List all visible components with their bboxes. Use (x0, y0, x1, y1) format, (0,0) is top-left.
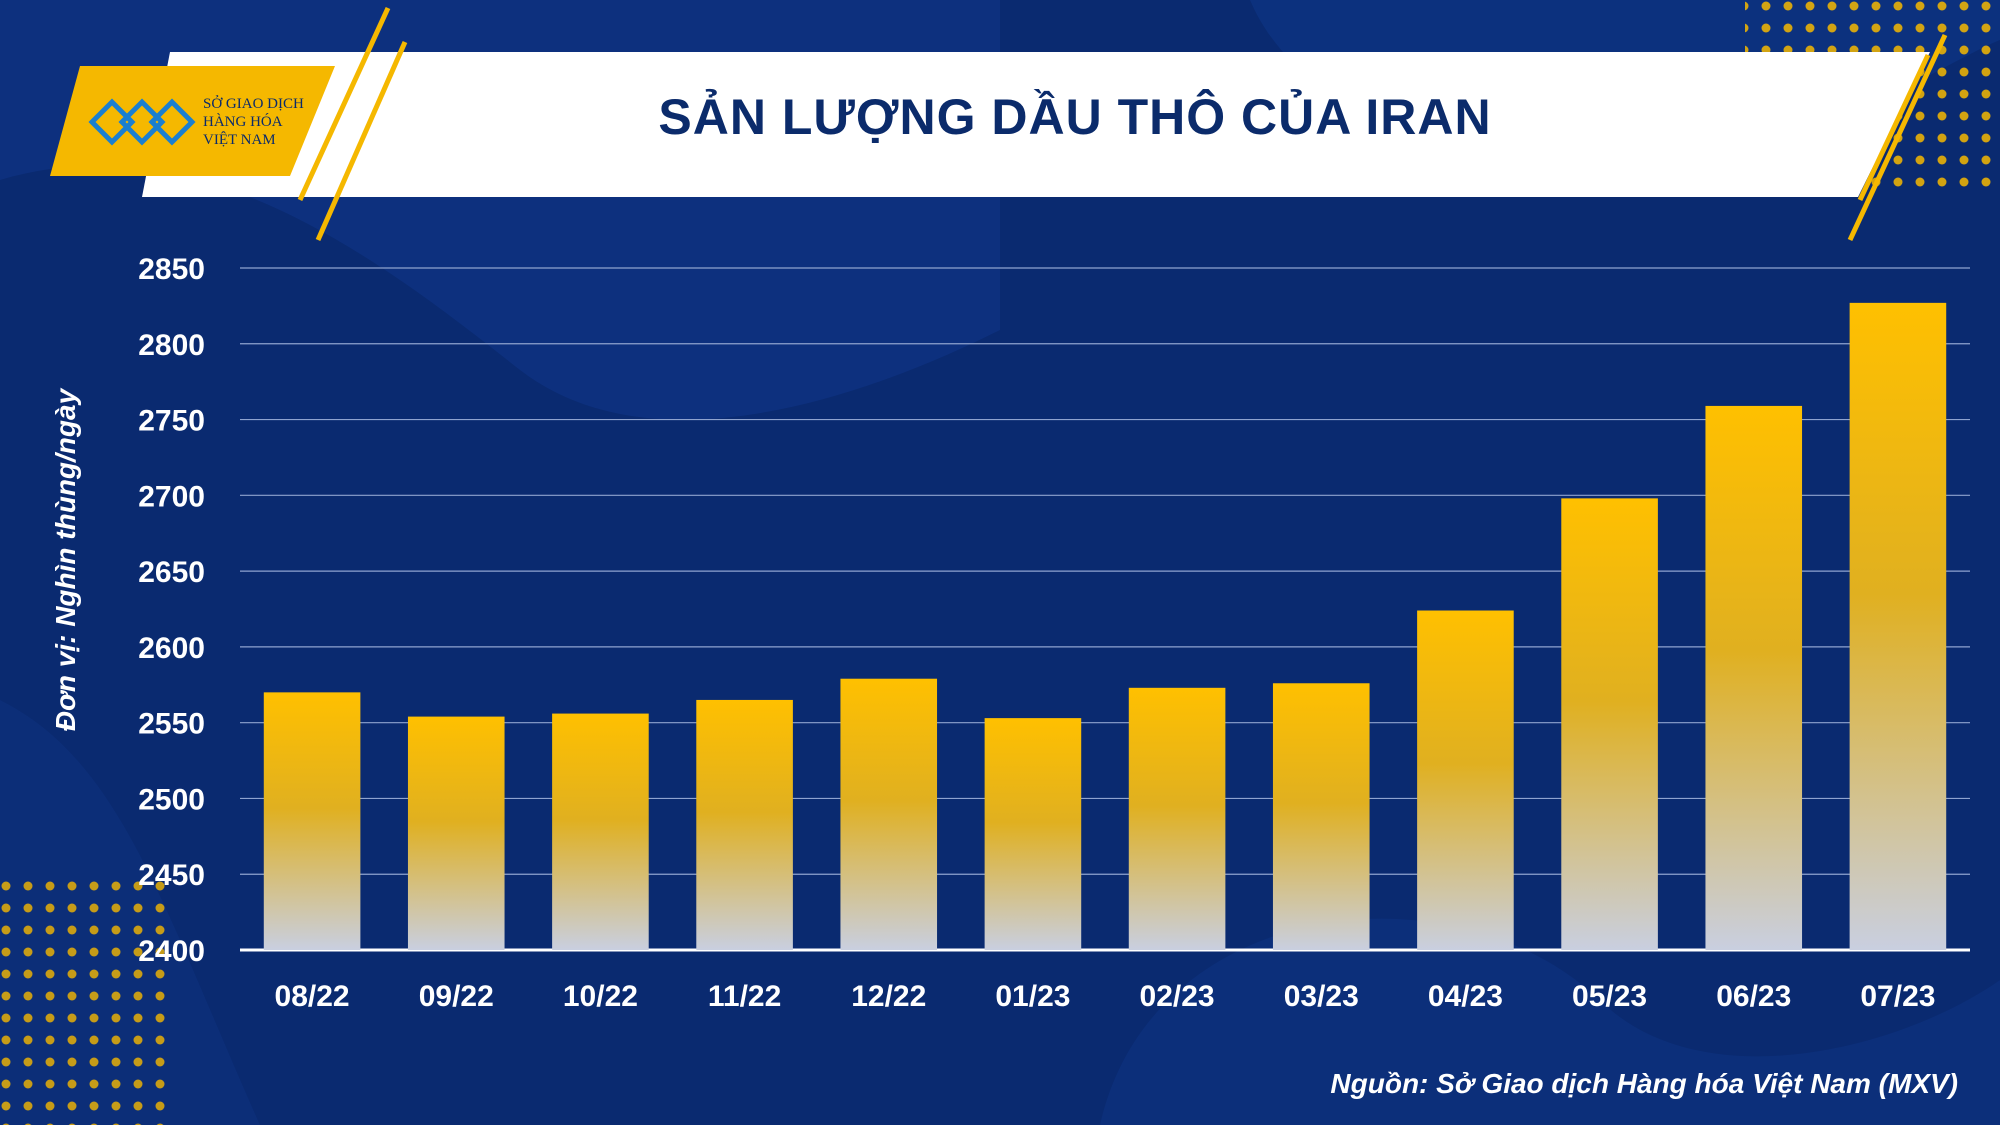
x-tick-label: 06/23 (1716, 980, 1791, 1013)
bar-11-22 (696, 699, 793, 950)
x-tick-label: 02/23 (1140, 980, 1215, 1013)
y-tick-label: 2450 (138, 859, 205, 892)
brand-line-1: SỞ GIAO DỊCH (203, 96, 304, 112)
x-tick-label: 08/22 (275, 980, 350, 1013)
bar-06-23 (1705, 405, 1803, 951)
bar-08-22 (263, 692, 361, 950)
bar-03-23 (1272, 683, 1370, 950)
y-axis-label: Đơn vị: Nghìn thùng/ngày (50, 388, 81, 732)
y-tick-label: 2600 (138, 632, 205, 665)
x-tick-label: 10/22 (563, 980, 638, 1013)
brand-line-3: VIỆT NAM (203, 132, 276, 148)
y-tick-label: 2700 (138, 480, 205, 513)
x-tick-label: 01/23 (995, 980, 1070, 1013)
brand-name: SỞ GIAO DỊCH HÀNG HÓA VIỆT NAM (203, 95, 304, 149)
y-tick-label: 2500 (138, 783, 205, 816)
bar-01-23 (984, 718, 1082, 950)
bar-04-23 (1417, 610, 1514, 950)
x-tick-label: 03/23 (1284, 980, 1359, 1013)
x-tick-label: 04/23 (1428, 980, 1503, 1013)
mxv-logo-icon (88, 98, 196, 146)
bar-07-23 (1849, 302, 1947, 950)
y-tick-label: 2850 (138, 253, 205, 286)
bar-05-23 (1561, 498, 1658, 950)
y-tick-label: 2800 (138, 329, 205, 362)
x-tick-label: 09/22 (419, 980, 494, 1013)
y-tick-label: 2750 (138, 405, 205, 438)
x-tick-label: 12/22 (851, 980, 926, 1013)
y-tick-label: 2550 (138, 708, 205, 741)
chart-title: SẢN LƯỢNG DẦU THÔ CỦA IRAN (658, 89, 1492, 145)
brand-line-2: HÀNG HÓA (203, 114, 283, 130)
x-tick-label: 05/23 (1572, 980, 1647, 1013)
bar-10-22 (552, 713, 649, 950)
bar-12-22 (840, 678, 938, 950)
y-tick-label: 2400 (138, 935, 205, 968)
bar-02-23 (1128, 687, 1226, 950)
y-tick-label: 2650 (138, 556, 205, 589)
x-tick-label: 11/22 (708, 980, 781, 1013)
bar-09-22 (407, 716, 505, 950)
x-tick-label: 07/23 (1860, 980, 1935, 1013)
title-banner (50, 6, 1948, 242)
source-note: Nguồn: Sở Giao dịch Hàng hóa Việt Nam (M… (1330, 1068, 1958, 1099)
